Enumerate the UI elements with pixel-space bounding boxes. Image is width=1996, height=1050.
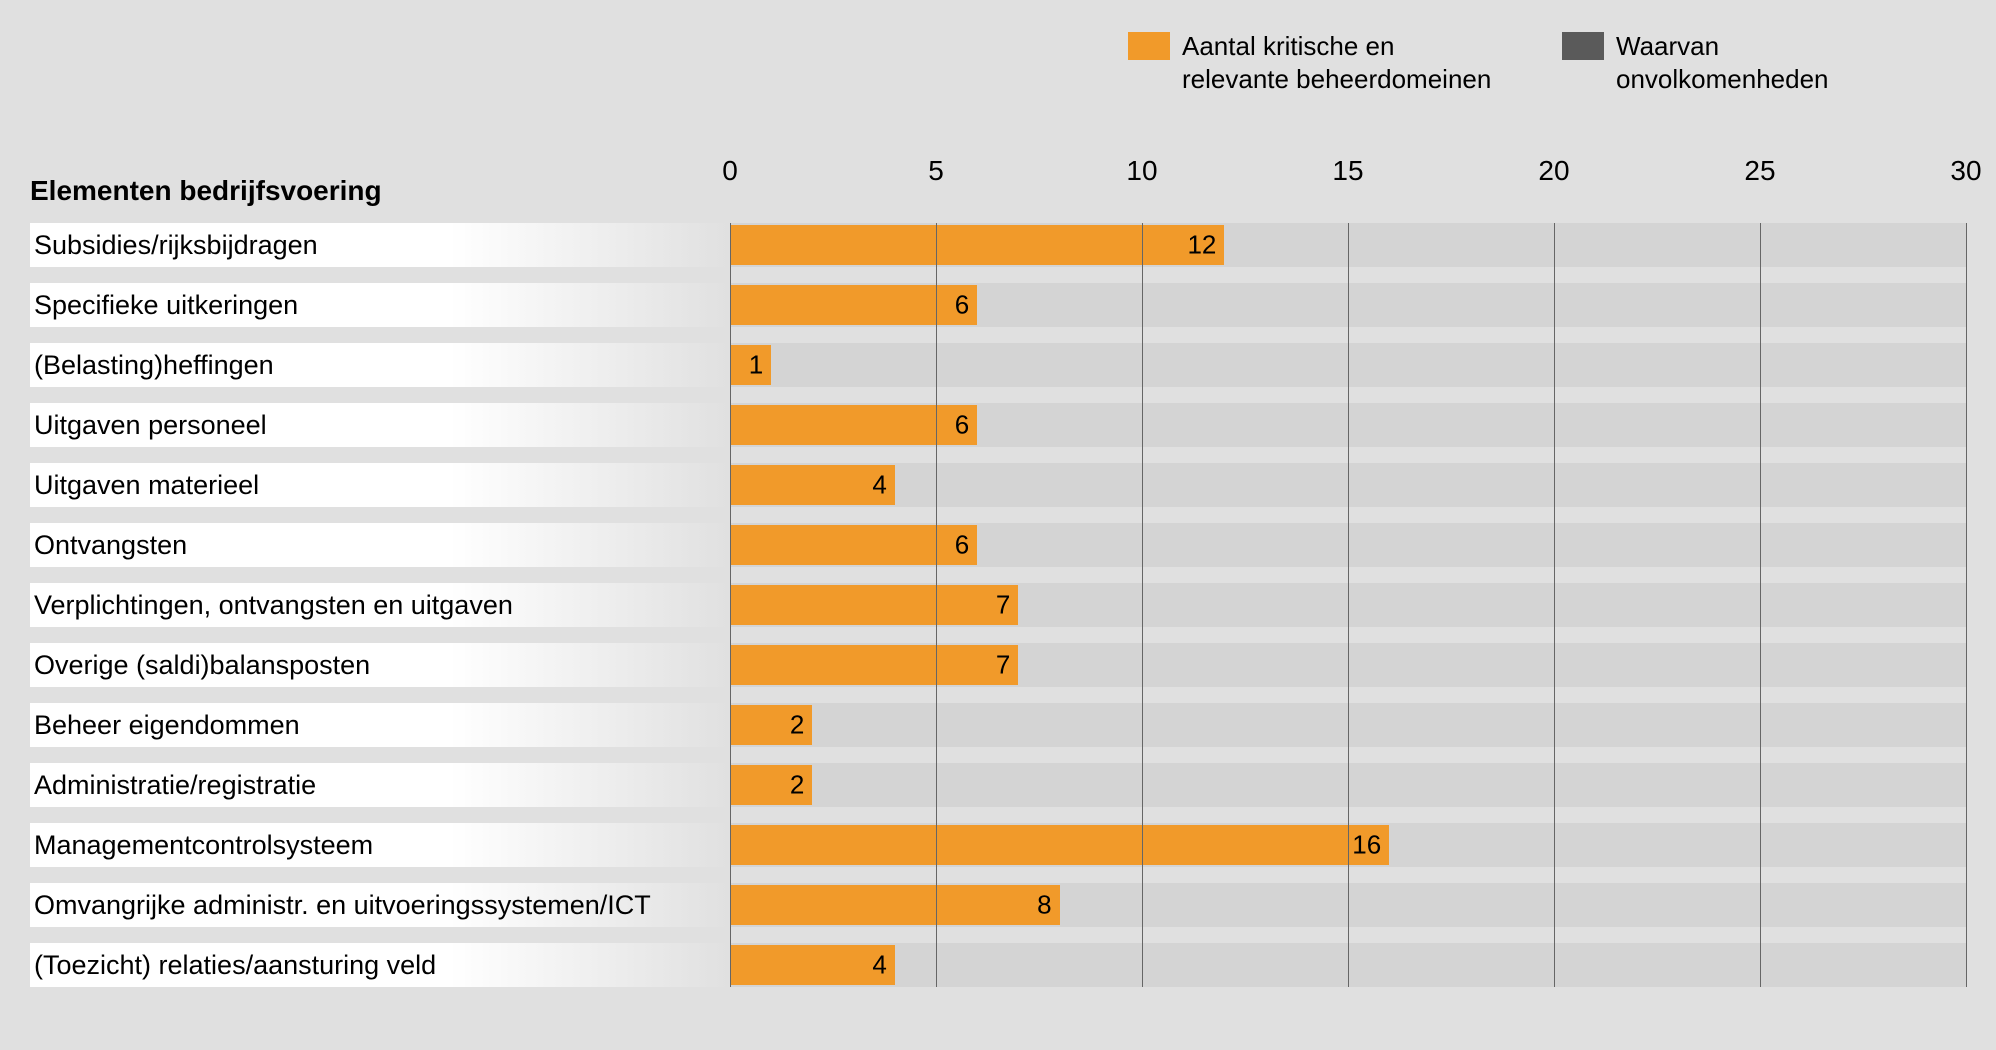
row-label: Beheer eigendommen bbox=[30, 703, 730, 747]
bar bbox=[730, 285, 977, 325]
row-label: (Toezicht) relaties/aansturing veld bbox=[30, 943, 730, 987]
bar-value: 8 bbox=[1037, 890, 1051, 921]
bar-value: 12 bbox=[1187, 230, 1216, 261]
x-tick-label: 20 bbox=[1538, 155, 1569, 187]
bar-value: 6 bbox=[955, 530, 969, 561]
legend-label-primary: Aantal kritische en relevante beheerdome… bbox=[1182, 30, 1502, 95]
legend: Aantal kritische en relevante beheerdome… bbox=[1128, 30, 1936, 95]
legend-item-secondary: Waarvan onvolkomenheden bbox=[1562, 30, 1936, 95]
legend-item-primary: Aantal kritische en relevante beheerdome… bbox=[1128, 30, 1502, 95]
bar bbox=[730, 645, 1018, 685]
bar-value: 6 bbox=[955, 410, 969, 441]
chart-row: Beheer eigendommen bbox=[30, 703, 1966, 747]
row-bar-bg bbox=[730, 463, 1966, 507]
row-bar-bg bbox=[730, 763, 1966, 807]
chart-row: Administratie/registratie bbox=[30, 763, 1966, 807]
chart: Elementen bedrijfsvoering 051015202530 S… bbox=[30, 175, 1966, 1020]
row-label: Verplichtingen, ontvangsten en uitgaven bbox=[30, 583, 730, 627]
x-tick-label: 10 bbox=[1126, 155, 1157, 187]
bar bbox=[730, 945, 895, 985]
legend-swatch-primary bbox=[1128, 32, 1170, 60]
row-label: Uitgaven personeel bbox=[30, 403, 730, 447]
x-axis: 051015202530 bbox=[730, 155, 1966, 203]
row-label: Ontvangsten bbox=[30, 523, 730, 567]
bar bbox=[730, 405, 977, 445]
chart-row: (Belasting)heffingen bbox=[30, 343, 1966, 387]
bar-value: 4 bbox=[872, 470, 886, 501]
x-tick-label: 30 bbox=[1950, 155, 1981, 187]
bar-value: 1 bbox=[749, 350, 763, 381]
row-bar-bg bbox=[730, 343, 1966, 387]
x-tick-label: 5 bbox=[928, 155, 944, 187]
bar-value: 16 bbox=[1352, 830, 1381, 861]
row-label: Specifieke uitkeringen bbox=[30, 283, 730, 327]
row-bar-bg bbox=[730, 703, 1966, 747]
row-label: Subsidies/rijksbijdragen bbox=[30, 223, 730, 267]
row-bar-bg bbox=[730, 943, 1966, 987]
row-label: (Belasting)heffingen bbox=[30, 343, 730, 387]
x-tick-label: 15 bbox=[1332, 155, 1363, 187]
y-axis-title: Elementen bedrijfsvoering bbox=[30, 175, 382, 207]
chart-row: Specifieke uitkeringen bbox=[30, 283, 1966, 327]
bar bbox=[730, 225, 1224, 265]
bar-value: 7 bbox=[996, 650, 1010, 681]
row-label: Administratie/registratie bbox=[30, 763, 730, 807]
bar-value: 7 bbox=[996, 590, 1010, 621]
bar bbox=[730, 825, 1389, 865]
bar bbox=[730, 465, 895, 505]
bar bbox=[730, 525, 977, 565]
x-tick-label: 25 bbox=[1744, 155, 1775, 187]
row-label: Uitgaven materieel bbox=[30, 463, 730, 507]
legend-label-secondary: Waarvan onvolkomenheden bbox=[1616, 30, 1936, 95]
chart-row: Ontvangsten bbox=[30, 523, 1966, 567]
row-label: Managementcontrolsysteem bbox=[30, 823, 730, 867]
chart-row: (Toezicht) relaties/aansturing veld bbox=[30, 943, 1966, 987]
bar-value: 2 bbox=[790, 770, 804, 801]
x-tick-label: 0 bbox=[722, 155, 738, 187]
bar-value: 6 bbox=[955, 290, 969, 321]
bar-value: 2 bbox=[790, 710, 804, 741]
row-label: Overige (saldi)balansposten bbox=[30, 643, 730, 687]
row-label: Omvangrijke administr. en uitvoeringssys… bbox=[30, 883, 730, 927]
gridline bbox=[1966, 223, 1967, 987]
bar bbox=[730, 585, 1018, 625]
chart-row: Uitgaven materieel bbox=[30, 463, 1966, 507]
legend-swatch-secondary bbox=[1562, 32, 1604, 60]
rows-container: Subsidies/rijksbijdragen12Specifieke uit… bbox=[30, 223, 1966, 987]
bar-value: 4 bbox=[872, 950, 886, 981]
bar bbox=[730, 885, 1060, 925]
chart-row: Uitgaven personeel bbox=[30, 403, 1966, 447]
